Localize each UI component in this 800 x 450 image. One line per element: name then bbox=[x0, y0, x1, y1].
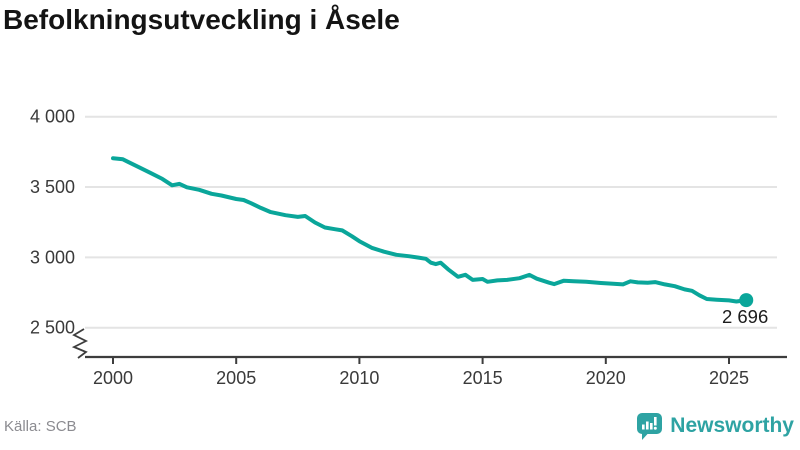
x-axis-tick-label: 2005 bbox=[216, 368, 256, 388]
y-axis-tick-label: 3 000 bbox=[30, 247, 75, 267]
y-axis-tick-label: 2 500 bbox=[30, 318, 75, 338]
newsworthy-wordmark: Newsworthy bbox=[670, 414, 794, 437]
x-axis-tick-label: 2020 bbox=[586, 368, 626, 388]
y-axis-tick-label: 4 000 bbox=[30, 107, 75, 127]
chart-canvas: 4 000 3 500 3 000 2 500 2000 2005 2010 2015 2020… bbox=[30, 107, 787, 388]
x-axis-tick-label: 2010 bbox=[339, 368, 379, 388]
chart-footer: Källa: SCB Newsworthy bbox=[0, 408, 800, 450]
x-axis-tick-label: 2000 bbox=[93, 368, 133, 388]
newsworthy-icon bbox=[637, 412, 663, 440]
population-line bbox=[111, 156, 749, 304]
y-axis-tick-label: 3 500 bbox=[30, 177, 75, 197]
chart-title: Befolkningsutveckling i Åsele bbox=[3, 4, 400, 35]
last-point-marker bbox=[739, 293, 754, 308]
last-value-label: 2 696 bbox=[722, 306, 768, 327]
x-axis-tick-label: 2025 bbox=[709, 368, 749, 388]
axis-break-icon bbox=[71, 328, 89, 359]
x-axis-tick-label: 2015 bbox=[463, 368, 503, 388]
source-label: Källa: SCB bbox=[4, 417, 77, 435]
newsworthy-logo[interactable]: Newsworthy bbox=[636, 412, 794, 441]
population-line-chart: 4 000 3 500 3 000 2 500 2000 2005 2010 2015 2020… bbox=[30, 107, 787, 388]
